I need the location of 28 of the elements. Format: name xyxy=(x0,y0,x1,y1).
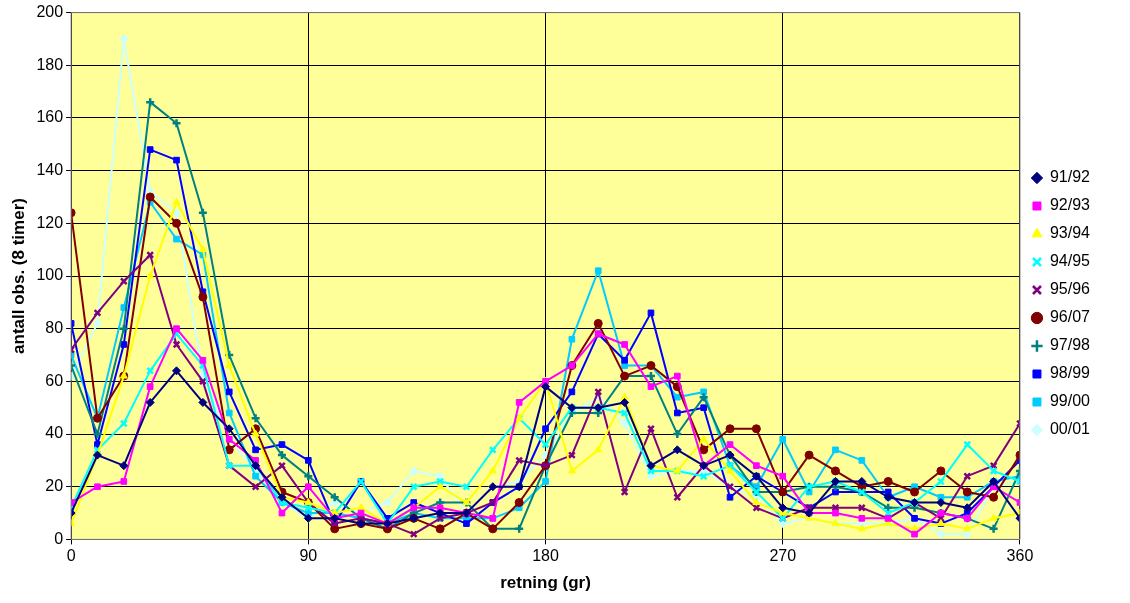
legend-label: 95/96 xyxy=(1049,280,1091,298)
legend-label: 97/98 xyxy=(1049,336,1091,354)
legend-label: 91/92 xyxy=(1049,168,1091,186)
legend-label: 94/95 xyxy=(1049,252,1091,270)
y-tick-label: 20 xyxy=(45,477,64,495)
legend-label: 92/93 xyxy=(1049,196,1091,214)
y-tick-label: 180 xyxy=(36,55,64,73)
y-tick-label: 160 xyxy=(36,108,64,126)
y-tick-label: 200 xyxy=(36,3,64,21)
y-tick-label: 120 xyxy=(36,213,64,231)
legend-label: 99/00 xyxy=(1049,392,1091,410)
x-tick-label: 0 xyxy=(66,547,76,565)
x-tick-label: 180 xyxy=(532,547,559,565)
y-axis-title: antall obs. (8 timer) xyxy=(8,198,28,354)
y-tick-label: 0 xyxy=(54,529,64,547)
y-tick-label: 60 xyxy=(45,371,64,389)
x-axis-title: retning (gr) xyxy=(500,573,591,593)
legend-label: 96/07 xyxy=(1049,308,1091,326)
legend-label: 00/01 xyxy=(1049,420,1091,438)
y-tick-label: 140 xyxy=(36,161,64,179)
y-tick-label: 100 xyxy=(36,266,64,284)
y-tick-label: 80 xyxy=(45,319,64,337)
legend-label: 93/94 xyxy=(1049,224,1091,242)
y-tick-label: 40 xyxy=(45,424,64,442)
legend-label: 98/99 xyxy=(1049,364,1091,382)
x-tick-label: 270 xyxy=(769,547,797,565)
x-tick-label: 360 xyxy=(1006,547,1034,565)
x-tick-label: 90 xyxy=(299,547,318,565)
